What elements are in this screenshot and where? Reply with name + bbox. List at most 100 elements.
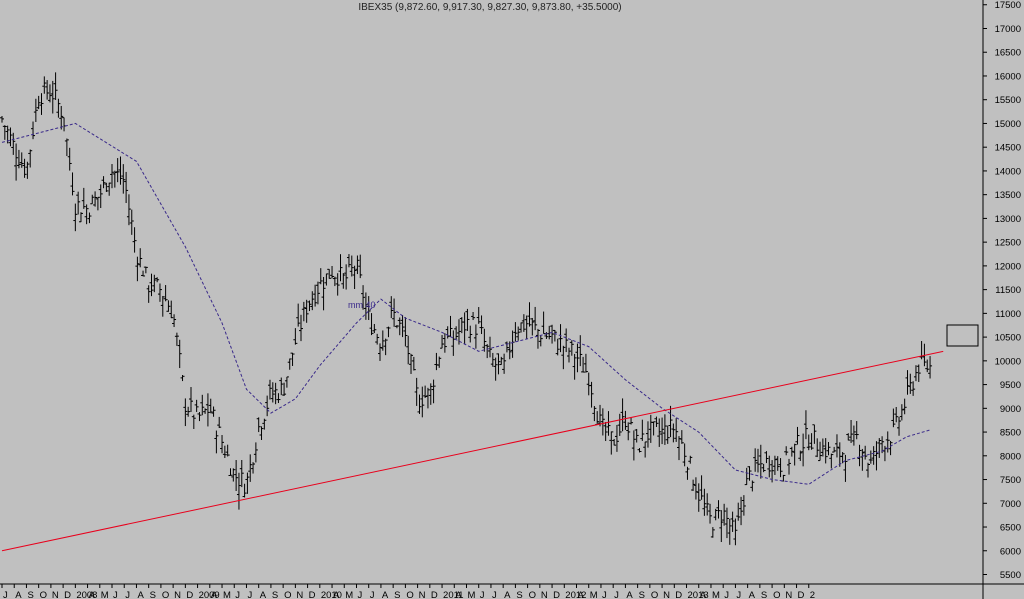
price-bar	[70, 172, 75, 196]
trendline	[1, 350, 944, 552]
price-bar	[107, 182, 112, 196]
price-bar	[504, 341, 509, 353]
price-bar	[434, 352, 439, 371]
price-bar	[282, 382, 287, 397]
x-tick-label: J	[614, 590, 619, 599]
x-tick-label: 2	[810, 590, 815, 599]
price-bar	[911, 381, 916, 396]
price-bar	[820, 438, 825, 457]
price-bar	[101, 176, 106, 189]
price-bar	[42, 76, 47, 94]
price-bar	[767, 455, 772, 478]
x-tick-label: M	[345, 590, 353, 599]
price-bar	[380, 330, 385, 351]
price-bar	[361, 285, 366, 310]
x-tick-label: J	[736, 590, 741, 599]
price-bar	[214, 430, 219, 454]
price-bar	[510, 330, 515, 358]
price-bar	[104, 182, 109, 192]
y-tick-label: 10000	[995, 356, 1021, 367]
price-bar	[928, 356, 933, 379]
price-bar	[609, 431, 614, 455]
x-tick-label: O	[773, 590, 780, 599]
price-bar	[789, 446, 794, 457]
price-bar	[784, 446, 789, 456]
price-bar	[755, 448, 760, 473]
x-tick-label: J	[247, 590, 252, 599]
x-tick-label: 2012	[565, 590, 586, 599]
price-bar	[677, 436, 682, 461]
price-bar	[868, 450, 873, 464]
x-tick-label: A	[333, 590, 340, 599]
price-bar	[558, 324, 563, 353]
price-bar	[172, 314, 177, 328]
price-bar	[409, 353, 414, 374]
price-bar	[843, 454, 848, 482]
y-tick-label: 9500	[1000, 380, 1021, 391]
price-bar	[857, 444, 862, 467]
price-bar	[442, 333, 447, 353]
zoom-box[interactable]	[946, 324, 979, 347]
y-tick-label: 17500	[995, 0, 1021, 11]
price-bar	[818, 441, 823, 462]
price-bar	[174, 332, 179, 346]
x-tick-label: S	[27, 590, 33, 599]
price-bar	[417, 394, 422, 414]
y-tick-label: 11500	[995, 285, 1021, 296]
price-bar	[473, 324, 478, 349]
price-bar	[225, 444, 230, 457]
price-bar	[550, 324, 555, 344]
price-bar	[414, 377, 419, 406]
price-bar	[194, 399, 199, 412]
price-bar	[846, 433, 851, 441]
price-bar	[555, 338, 560, 356]
price-bar	[544, 332, 549, 339]
price-bar	[327, 268, 332, 279]
price-bar	[572, 353, 577, 380]
price-bar	[369, 313, 374, 336]
price-bar	[330, 266, 335, 279]
price-bar	[863, 445, 868, 460]
price-bar	[307, 300, 312, 312]
price-bar	[45, 80, 50, 100]
price-bar	[750, 480, 755, 492]
y-tick-label: 12000	[995, 261, 1021, 272]
price-bar	[253, 442, 258, 463]
price-bar	[468, 325, 473, 343]
price-bar	[778, 458, 783, 478]
price-bar	[516, 326, 521, 341]
price-bar	[157, 283, 162, 302]
price-bar	[736, 502, 741, 521]
price-bar	[188, 387, 193, 412]
price-bar	[770, 460, 775, 483]
price-bar	[640, 419, 645, 441]
price-bar	[490, 352, 495, 367]
price-bar	[682, 443, 687, 467]
price-bar	[205, 393, 210, 427]
price-bar	[228, 468, 233, 476]
price-bar	[251, 462, 256, 474]
x-tick-label: J	[3, 590, 8, 599]
x-tick-label: M	[223, 590, 231, 599]
price-bar	[177, 339, 182, 369]
price-bar	[152, 274, 157, 293]
price-bar	[806, 434, 811, 451]
price-bar	[583, 353, 588, 373]
price-bar	[651, 421, 656, 436]
price-bar	[724, 507, 729, 539]
price-bar	[761, 463, 766, 473]
price-bar	[592, 406, 597, 422]
price-bar	[722, 503, 727, 526]
price-bar	[338, 254, 343, 282]
price-bar	[891, 408, 896, 428]
price-bar	[674, 418, 679, 442]
x-tick-label: J	[480, 590, 485, 599]
x-tick-label: M	[101, 590, 109, 599]
price-bar	[462, 312, 467, 345]
price-bar	[575, 343, 580, 373]
price-bar	[143, 266, 148, 274]
x-tick-label: A	[626, 590, 633, 599]
price-bar	[569, 340, 574, 356]
y-tick-label: 14000	[995, 166, 1021, 177]
x-tick-label: A	[455, 590, 462, 599]
